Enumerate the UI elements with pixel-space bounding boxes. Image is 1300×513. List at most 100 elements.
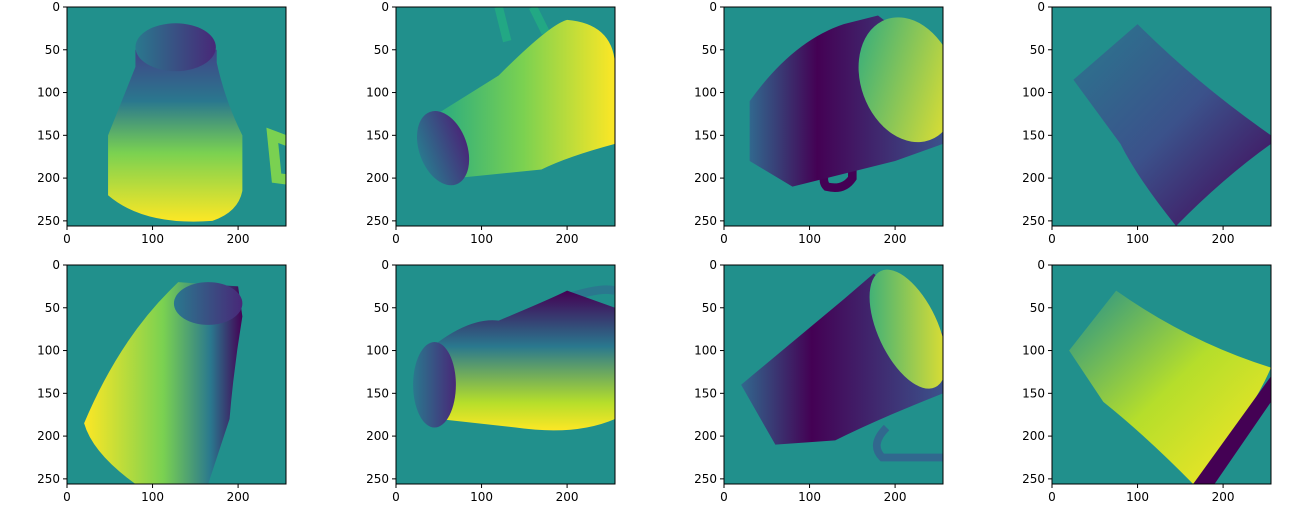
x-tick-label: 200 — [556, 490, 579, 504]
y-tick-label: 100 — [1022, 86, 1045, 100]
depth-image — [413, 285, 615, 431]
y-tick-label: 50 — [374, 43, 389, 57]
axes-frame — [66, 264, 287, 485]
y-tick-label: 150 — [37, 128, 60, 142]
y-tick-label: 150 — [694, 386, 717, 400]
y-tick-label: 100 — [694, 86, 717, 100]
x-tick-label: 200 — [227, 490, 250, 504]
y-tick-label: 200 — [694, 429, 717, 443]
axes-frame — [723, 6, 944, 227]
subplot-r2c4: 0 100 200 0 50 100 150 200 250 — [1022, 258, 1272, 504]
depth-image — [749, 15, 943, 192]
mug-body — [1069, 290, 1271, 484]
y-tick-label: 100 — [1022, 344, 1045, 358]
y-tick-label: 0 — [709, 258, 717, 272]
mug-handle — [266, 127, 286, 185]
y-tick-label: 250 — [1022, 472, 1045, 486]
mug-body — [108, 49, 243, 222]
x-tick-label: 0 — [720, 490, 728, 504]
mug-top — [173, 282, 243, 325]
y-tick-label: 100 — [366, 86, 389, 100]
subplot-r1c1: 0 100 200 0 50 100 150 200 250 — [37, 0, 287, 246]
y-tick-label: 250 — [37, 472, 60, 486]
x-tick-label: 200 — [556, 232, 579, 246]
x-tick-label: 100 — [1126, 232, 1149, 246]
y-tick-label: 200 — [37, 429, 60, 443]
y-tick-label: 0 — [1037, 0, 1045, 14]
x-tick-label: 100 — [798, 232, 821, 246]
y-tick-label: 50 — [702, 43, 717, 57]
axes-frame — [1051, 264, 1272, 485]
x-tick-label: 0 — [392, 490, 400, 504]
y-tick-label: 100 — [366, 344, 389, 358]
x-tick-label: 100 — [141, 232, 164, 246]
y-tick-label: 100 — [37, 86, 60, 100]
mug-body — [1073, 24, 1271, 226]
y-tick-label: 50 — [45, 301, 60, 315]
axes-frame — [395, 6, 616, 227]
x-tick-label: 200 — [1212, 232, 1235, 246]
mug-opening — [858, 17, 943, 143]
y-tick-label: 200 — [37, 171, 60, 185]
axes-frame — [1051, 6, 1272, 227]
x-tick-label: 100 — [798, 490, 821, 504]
y-tick-label: 150 — [1022, 128, 1045, 142]
x-tick-label: 100 — [141, 490, 164, 504]
y-tick-label: 250 — [694, 472, 717, 486]
y-tick-label: 50 — [702, 301, 717, 315]
x-tick-label: 200 — [1212, 490, 1235, 504]
y-tick-label: 250 — [366, 472, 389, 486]
mug-handle — [494, 7, 550, 43]
mug-handle — [872, 424, 943, 462]
subplot-r2c3: 0 100 200 0 50 100 150 200 250 — [694, 258, 944, 504]
y-tick-label: 200 — [694, 171, 717, 185]
depth-image — [108, 23, 286, 222]
y-tick-label: 50 — [1030, 301, 1045, 315]
mug-body — [430, 19, 615, 179]
x-tick-label: 0 — [63, 232, 71, 246]
y-tick-label: 250 — [1022, 214, 1045, 228]
y-tick-label: 200 — [366, 429, 389, 443]
y-tick-label: 150 — [694, 128, 717, 142]
subplot-r2c1: 0 100 200 0 50 100 150 200 250 — [37, 258, 287, 504]
mug-top — [135, 23, 216, 72]
depth-image — [84, 282, 243, 484]
mug-top — [416, 111, 470, 186]
mug-top — [413, 341, 456, 428]
x-tick-label: 0 — [1048, 232, 1056, 246]
axes-frame — [723, 264, 944, 485]
x-tick-label: 100 — [470, 490, 493, 504]
depth-image — [1073, 24, 1271, 226]
x-tick-label: 200 — [884, 232, 907, 246]
x-tick-label: 0 — [392, 232, 400, 246]
x-tick-label: 100 — [470, 232, 493, 246]
depth-image — [1069, 290, 1271, 484]
x-tick-label: 0 — [1048, 490, 1056, 504]
x-tick-label: 0 — [720, 232, 728, 246]
y-tick-label: 250 — [694, 214, 717, 228]
subplot-r2c2: 0 100 200 0 50 100 150 200 250 — [366, 258, 616, 504]
y-tick-label: 150 — [366, 128, 389, 142]
mug-body — [84, 282, 243, 484]
y-tick-label: 150 — [366, 386, 389, 400]
y-tick-label: 50 — [1030, 43, 1045, 57]
x-tick-label: 100 — [1126, 490, 1149, 504]
y-tick-label: 150 — [37, 386, 60, 400]
axes-frame — [395, 264, 616, 485]
depth-image — [416, 7, 615, 186]
x-tick-label: 200 — [227, 232, 250, 246]
axes-frame — [66, 6, 287, 227]
y-tick-label: 0 — [709, 0, 717, 14]
y-tick-label: 100 — [37, 344, 60, 358]
subplot-r1c2: 0 100 200 0 50 100 150 200 250 — [366, 0, 616, 246]
y-tick-label: 200 — [1022, 171, 1045, 185]
y-tick-label: 50 — [374, 301, 389, 315]
subplot-r1c4: 0 100 200 0 50 100 150 200 250 — [1022, 0, 1272, 246]
y-tick-label: 0 — [52, 258, 60, 272]
y-tick-label: 0 — [52, 0, 60, 14]
y-tick-label: 200 — [1022, 429, 1045, 443]
y-tick-label: 0 — [381, 258, 389, 272]
y-tick-label: 100 — [694, 344, 717, 358]
x-tick-label: 0 — [63, 490, 71, 504]
